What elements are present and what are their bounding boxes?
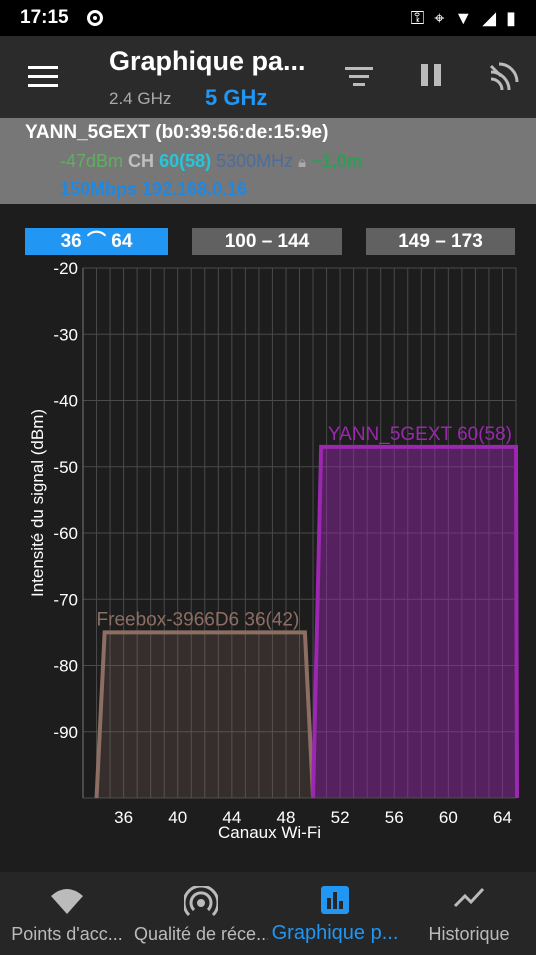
y-tick-label: -60 xyxy=(53,524,78,543)
x-axis-label: Canaux Wi-Fi xyxy=(218,823,321,842)
connection-ch-label: CH xyxy=(128,151,155,171)
x-tick-label: 44 xyxy=(222,808,241,827)
connection-signal: -47dBm xyxy=(60,151,124,171)
menu-icon[interactable] xyxy=(28,66,58,88)
nav-channel-graph-label: Graphique p... xyxy=(271,922,399,944)
bottom-nav: Points d'acc... Qualité de réce... Graph… xyxy=(0,872,536,955)
band-5ghz-tab[interactable]: 5 GHz xyxy=(205,85,268,110)
y-tick-label: -80 xyxy=(53,657,78,676)
x-tick-label: 56 xyxy=(385,808,404,827)
signal-quality-icon xyxy=(184,886,218,917)
vpn-key-icon: ⚿ xyxy=(410,8,425,28)
battery-icon: ▮ xyxy=(506,8,516,28)
connection-channel: 60(58) xyxy=(159,151,212,171)
bar-chart-icon xyxy=(321,886,349,914)
connection-speed: 150Mbps xyxy=(60,179,138,199)
connection-ip: 192.168.0.16 xyxy=(142,179,248,199)
cell-signal-icon: ◢ xyxy=(482,8,497,28)
scan-icon[interactable] xyxy=(487,60,521,94)
channel-graph: Freebox-3966D6 36(42) YANN_5GEXT 60(58) -2… xyxy=(28,259,519,842)
y-axis-label: Intensité du signal (dBm) xyxy=(28,409,47,597)
band-24ghz-tab[interactable]: 2.4 GHz xyxy=(109,89,172,108)
app-bar: Graphique pa... 2.4 GHz 5 GHz xyxy=(0,36,536,118)
record-icon xyxy=(86,10,103,26)
y-tick-label: -90 xyxy=(53,723,78,742)
connection-frequency: 5300MHz xyxy=(216,151,294,171)
nav-access-points[interactable]: Points d'acc... xyxy=(0,872,134,955)
y-tick-label: -50 xyxy=(53,458,78,477)
x-tick-label: 36 xyxy=(114,808,133,827)
status-time: 17:15 xyxy=(20,7,69,28)
nav-channel-graph[interactable]: Graphique p... xyxy=(268,872,402,955)
page-title: Graphique pa... xyxy=(109,46,306,76)
connection-card[interactable]: YANN_5GEXT (b0:39:56:de:15:9e) -47dBm CH… xyxy=(0,118,536,204)
range-tab-36-64[interactable]: 36 ⌒ 64 xyxy=(25,228,168,255)
location-icon: ⌖ xyxy=(434,8,445,28)
wifi-icon xyxy=(51,889,83,914)
x-tick-label: 48 xyxy=(277,808,296,827)
x-tick-label: 40 xyxy=(168,808,187,827)
range-tab-100-144[interactable]: 100 – 144 xyxy=(192,228,342,255)
nav-history[interactable]: Historique xyxy=(402,872,536,955)
series-line xyxy=(311,444,519,799)
range-tab-149-173[interactable]: 149 – 173 xyxy=(366,228,515,255)
connection-distance: ~1,0m xyxy=(311,151,363,171)
filter-icon[interactable] xyxy=(345,67,373,87)
series-label: YANN_5GEXT 60(58) xyxy=(328,424,512,445)
status-icons: ⚿ ⌖ ▼ ◢ ▮ xyxy=(411,9,516,27)
connection-ssid: YANN_5GEXT (b0:39:56:de:15:9e) xyxy=(25,122,329,143)
y-tick-label: -70 xyxy=(53,590,78,609)
series-area xyxy=(96,632,314,798)
y-tick-label: -30 xyxy=(53,325,78,344)
y-tick-label: -20 xyxy=(53,259,78,278)
x-tick-label: 60 xyxy=(439,808,458,827)
trend-icon xyxy=(453,887,485,908)
pause-icon[interactable] xyxy=(421,64,443,88)
nav-history-label: Historique xyxy=(428,924,510,944)
x-tick-label: 52 xyxy=(331,808,350,827)
series-line xyxy=(94,630,316,799)
lock-icon: 🔒︎ xyxy=(298,154,307,171)
y-tick-label: -40 xyxy=(53,392,78,411)
connection-details: -47dBm CH 60(58) 5300MHz 🔒︎ ~1,0m xyxy=(60,151,363,172)
x-tick-label: 64 xyxy=(493,808,512,827)
connection-network: 150Mbps 192.168.0.16 xyxy=(60,179,247,200)
wifi-status-icon: ▼ xyxy=(454,8,473,28)
nav-signal-quality[interactable]: Qualité de réce... xyxy=(134,872,268,955)
series-area xyxy=(313,446,517,798)
nav-access-points-label: Points d'acc... xyxy=(11,924,123,944)
nav-signal-quality-label: Qualité de réce... xyxy=(134,924,268,944)
status-bar: 17:15 ⚿ ⌖ ▼ ◢ ▮ xyxy=(0,0,536,36)
series-label: Freebox-3966D6 36(42) xyxy=(97,609,300,630)
